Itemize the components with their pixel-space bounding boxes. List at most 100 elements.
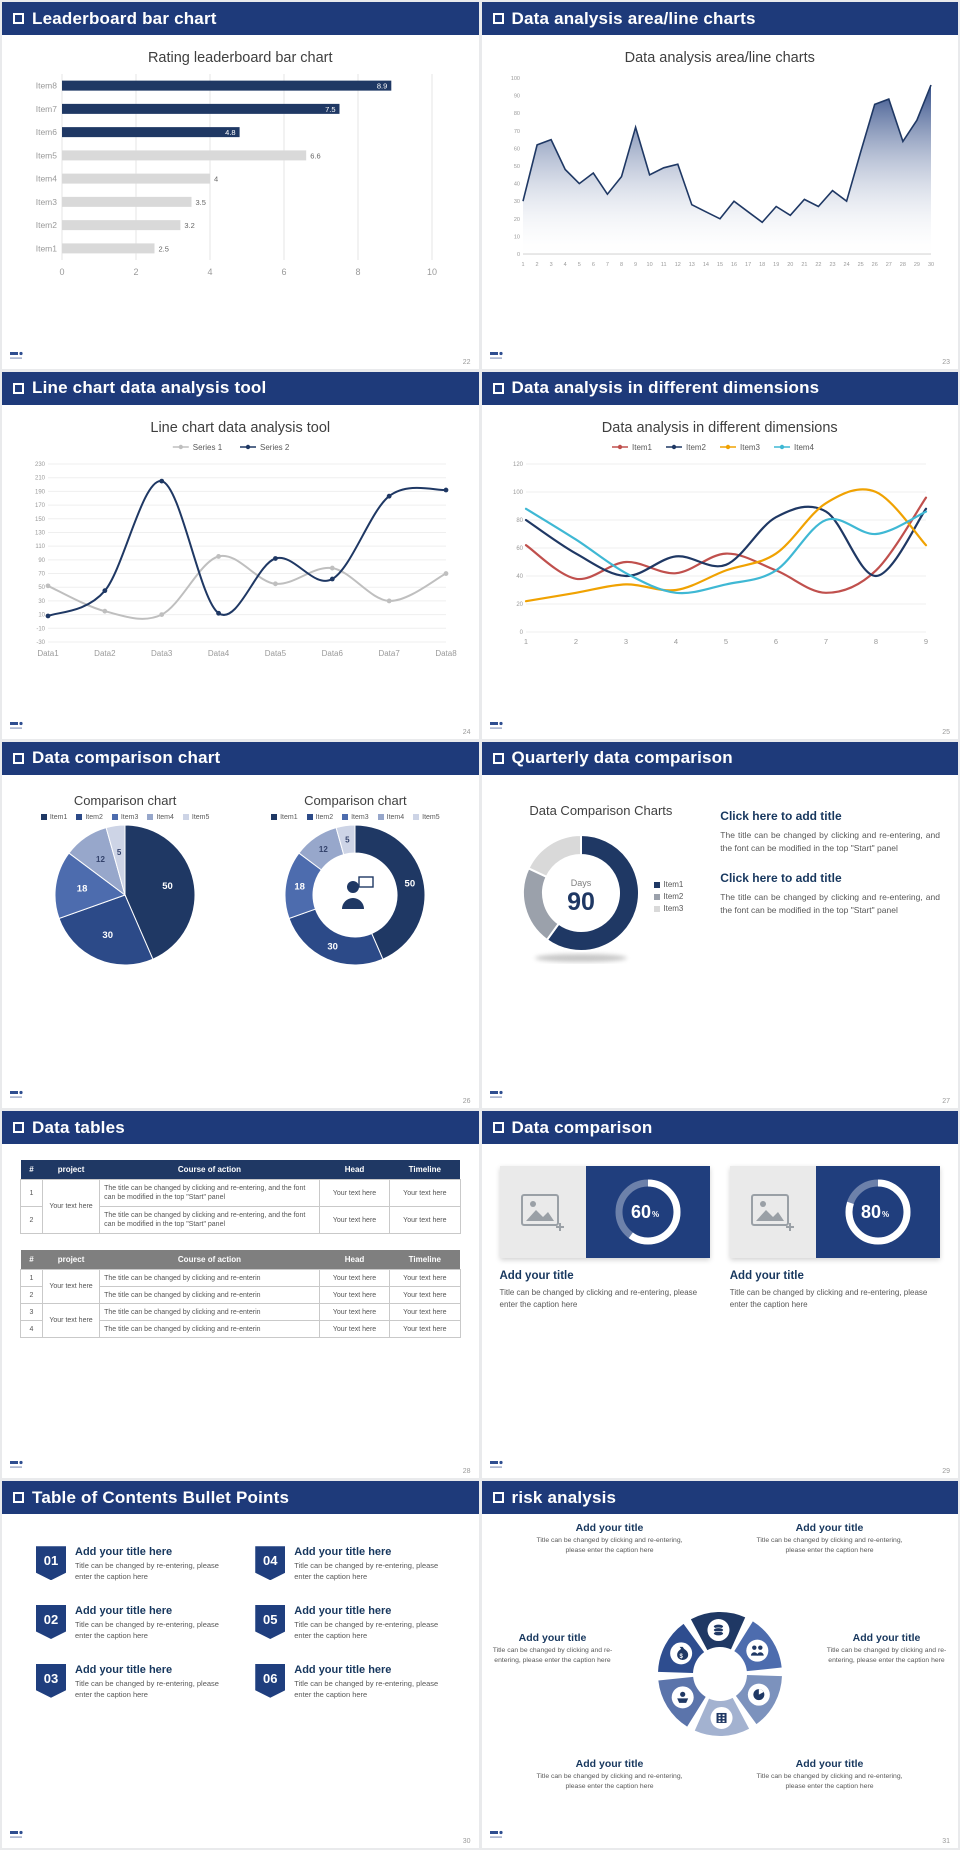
svg-text:17: 17 [745,262,751,268]
table-cell: 2 [20,1286,43,1305]
toc-number-badge: 01 [36,1546,66,1581]
footer-logo [10,1457,32,1475]
svg-text:Item4: Item4 [794,443,815,452]
toc-number-badge: 05 [255,1604,286,1639]
square-bullet-icon [492,1122,504,1134]
square-bullet-icon [492,752,504,764]
donut-legend: Item1 Item2 Item3 [654,877,683,916]
table-cell: Your text here [389,1269,461,1288]
table-col-header: Head [319,1250,390,1270]
svg-text:70: 70 [39,571,46,577]
svg-text:0: 0 [519,630,523,636]
chart-svg: 50 30 18 12 5 [284,824,426,966]
risk-item: Add your title Title can be changed by cl… [750,1522,910,1555]
risk-caption: Title can be changed by clicking and re-… [826,1647,947,1664]
days-donut-chart: Days 90 [518,830,644,964]
page-number: 24 [462,728,471,736]
table-row: 3 Your text here The title can be change… [20,1303,461,1339]
progress-ring: 60% [606,1170,690,1254]
svg-text:4.8: 4.8 [225,128,235,137]
block-title: Click here to add title [720,870,842,885]
svg-text:3.5: 3.5 [196,198,206,207]
svg-text:23: 23 [829,262,835,268]
svg-text:Data2: Data2 [94,649,116,658]
slide-header: risk analysis [481,1481,958,1515]
legend-item: Item4 [377,814,404,821]
slide-title: Table of Contents Bullet Points [32,1487,290,1507]
table-cell: Your text here [389,1286,461,1305]
legend-item: Item2 [76,814,103,821]
slide-leaderboard-bar-chart[interactable]: Leaderboard bar chart Rating leaderboard… [2,2,479,369]
slide-data-tables[interactable]: Data tables # project Course of action H… [2,1111,479,1479]
svg-text:5: 5 [117,848,122,857]
table-cell: 1 [20,1269,43,1288]
toc-item: 04 Add your title here Title can be chang… [255,1546,444,1583]
slide-header: Table of Contents Bullet Points [2,1481,479,1515]
risk-caption: Title can be changed by clicking and re-… [756,1537,903,1554]
svg-text:5: 5 [724,637,728,646]
card-title: Add your title [729,1270,804,1283]
svg-text:80: 80 [514,111,520,117]
table-row: 4 The title can be changed by clicking a… [20,1320,461,1339]
slide-risk-analysis[interactable]: risk analysis $ Add your title Title can … [481,1481,958,1848]
chart-title: Line chart data analysis tool [150,419,331,436]
slide-line-chart-tool[interactable]: Line chart data analysis tool Line chart… [2,371,479,739]
svg-text:Item6: Item6 [36,127,58,137]
table-col-header: Timeline [389,1250,460,1270]
slide-quarterly-comparison[interactable]: Quarterly data comparison Data Compariso… [481,741,958,1109]
risk-item: Add your title Title can be changed by cl… [820,1632,954,1665]
table-header-row: # project Course of action Head Timeline [20,1160,460,1180]
chart-svg [750,1194,794,1232]
multi-line-chart: 0 20 40 60 80 100 120 1 2 3 4 5 6 7 8 9 Item1 Item2 Item3 I… [482,440,959,648]
svg-text:9: 9 [634,262,637,268]
svg-text:Series 2: Series 2 [260,443,290,452]
svg-text:0: 0 [60,267,65,277]
slide-title: Quarterly data comparison [511,748,733,768]
page-number: 27 [942,1098,950,1106]
risk-caption: Title can be changed by clicking and re-… [756,1773,903,1790]
slide-header: Quarterly data comparison [481,741,958,775]
footer-logo [10,718,32,736]
text-block: Click here to add title The title can be… [720,809,940,855]
svg-text:-10: -10 [37,626,46,632]
slide-data-comparison-chart[interactable]: Data comparison chart Comparison chart I… [2,741,479,1109]
slide-dimensions-line-chart[interactable]: Data analysis in different dimensions Da… [481,371,959,739]
svg-text:4: 4 [208,267,213,277]
svg-text:16: 16 [731,262,737,268]
table-cell: Your text here [318,1320,391,1339]
svg-text:150: 150 [35,517,46,523]
slide-area-line-charts[interactable]: Data analysis area/line charts Data anal… [481,2,958,369]
toc-caption: Title can be changed by re-entering, ple… [294,1561,439,1582]
toc-title: Add your title here [75,1546,173,1559]
slide-toc-bullets[interactable]: Table of Contents Bullet Points 01 Add y… [2,1481,479,1848]
table-row: 1 Your text here The title can be change… [20,1179,461,1235]
svg-text:80: 80 [516,518,523,524]
risk-title: Add your title [575,1758,644,1771]
toc-title: Add your title here [294,1604,392,1617]
donut-chart: 50 30 18 12 5 [247,823,463,967]
chart-svg [520,1194,564,1232]
svg-text:Data3: Data3 [151,649,173,658]
donut-legend: Item1 Item2 Item3 Item4 Item5 [247,814,463,821]
svg-text:40: 40 [516,574,523,580]
table-cell: The title can be changed by clicking and… [99,1320,320,1339]
page-number: 25 [942,728,950,736]
svg-text:%: % [882,1210,889,1219]
block-body: The title can be changed by clicking and… [720,891,940,916]
toc-item: 05 Add your title here Title can be chang… [255,1604,444,1642]
slide-title: Data comparison chart [32,748,221,768]
text-block: Click here to add title The title can be… [720,871,940,917]
slide-data-comparison-cards[interactable]: Data comparison 60% Add your title Title… [481,1111,958,1479]
risk-title: Add your title [575,1522,644,1535]
chart-svg: 0 2 4 6 8 10 Item8 8.9 Item7 7.5 Item6 4.8 Item5 6.6 I… [36,74,437,277]
card-title: Add your title [499,1270,574,1283]
svg-text:4: 4 [674,637,678,646]
legend-item: Item2 [306,814,333,821]
table-cell: Your text here [318,1179,391,1208]
svg-text:120: 120 [513,462,524,468]
table-cell: The title can be changed by clicking and… [99,1269,320,1288]
svg-text:50: 50 [405,878,416,889]
page-number: 22 [462,358,471,366]
card-caption: Title can be changed by clicking and re-… [729,1288,928,1310]
table-cell: Your text here [318,1206,391,1235]
